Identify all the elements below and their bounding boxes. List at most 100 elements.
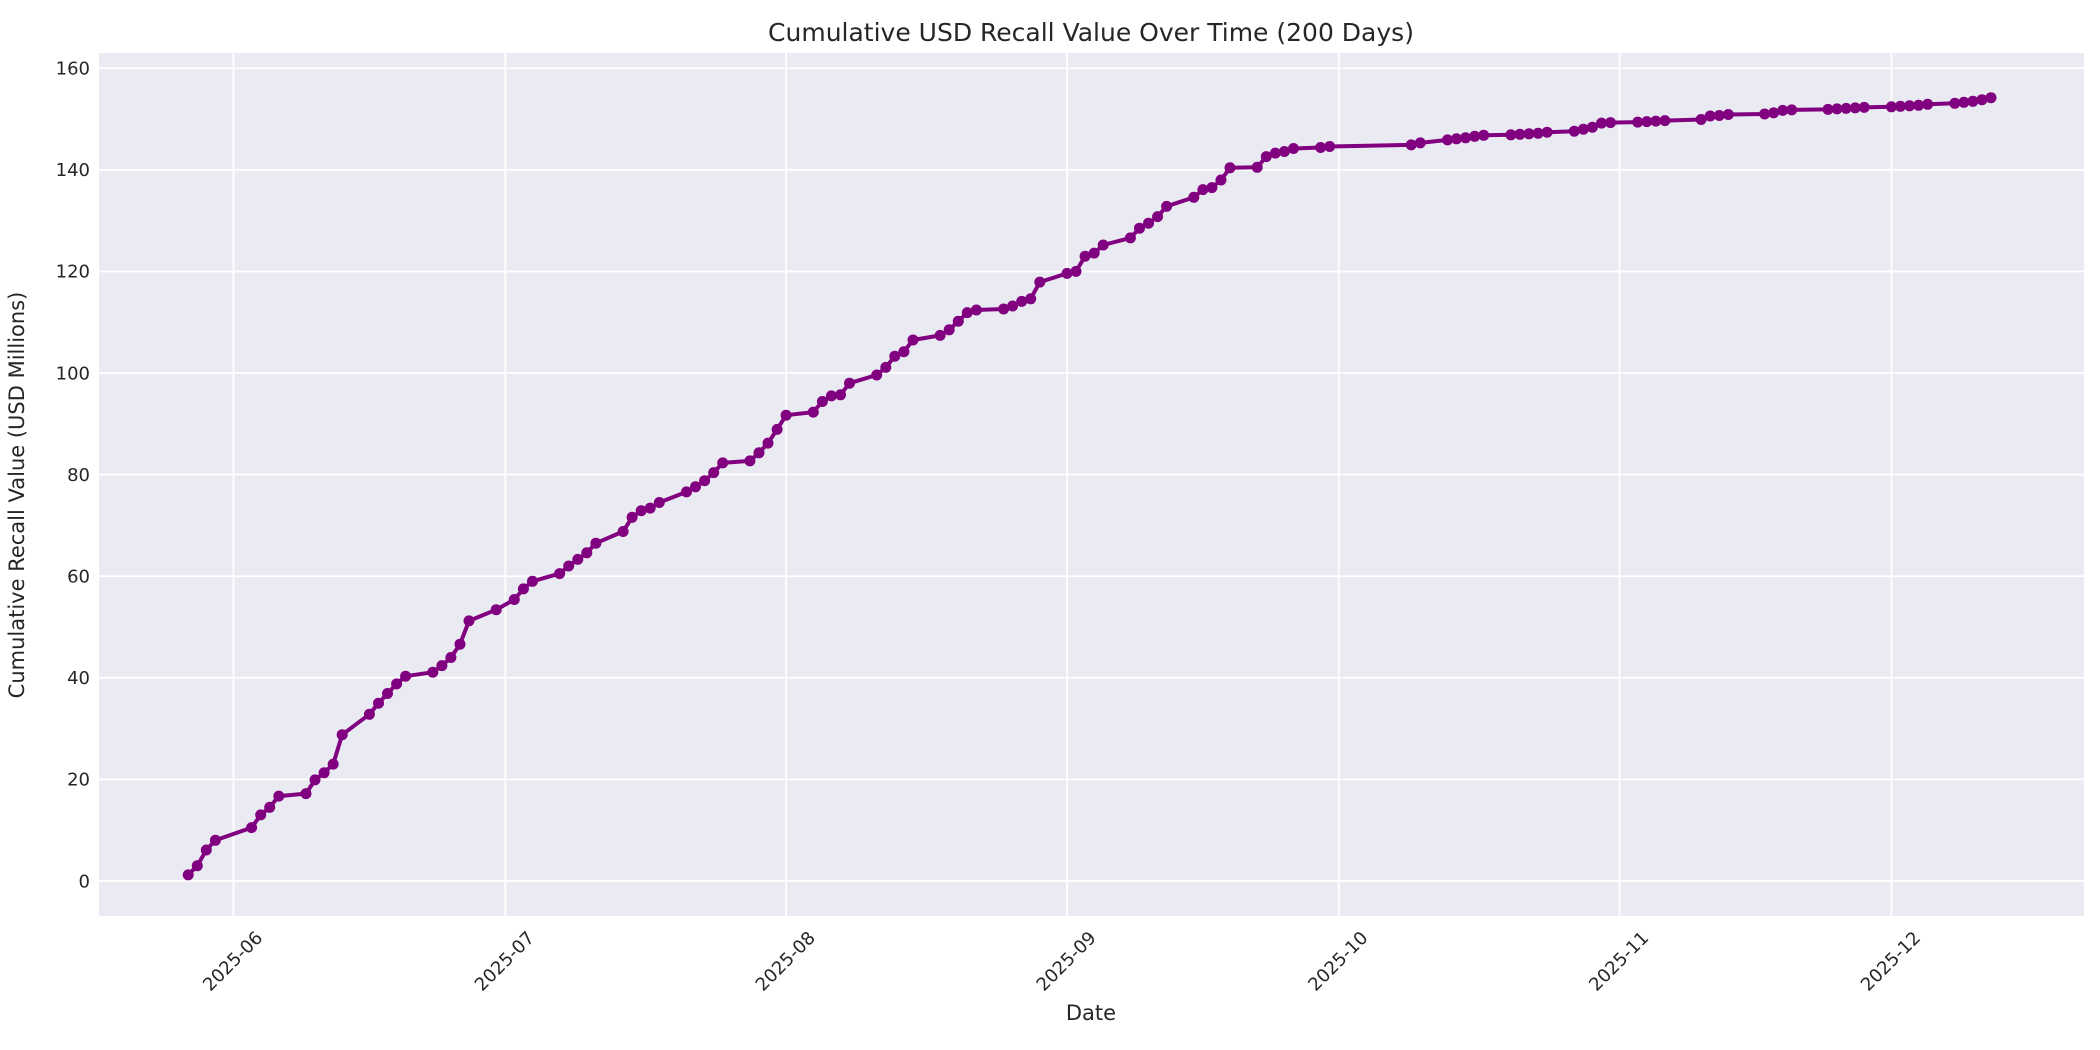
data-point-marker bbox=[1288, 143, 1299, 154]
data-point-marker bbox=[572, 553, 584, 565]
horizontal-gridlines bbox=[99, 67, 2084, 882]
x-axis-label: Date bbox=[1066, 1001, 1116, 1025]
data-point-marker bbox=[1913, 99, 1925, 111]
x-axis-tick-labels: 2025-06 2025-07 2025-08 2025-09 2025-10 2025-… bbox=[199, 928, 1925, 996]
data-point-marker bbox=[1632, 116, 1644, 128]
data-point-marker bbox=[400, 670, 412, 682]
data-point-marker bbox=[1260, 151, 1272, 163]
data-point-marker bbox=[626, 511, 638, 523]
data-point-marker bbox=[934, 329, 946, 341]
data-point-marker bbox=[1949, 97, 1961, 109]
data-point-marker bbox=[309, 774, 321, 786]
data-point-marker bbox=[1016, 295, 1028, 307]
data-point-marker bbox=[1541, 126, 1553, 138]
data-point-marker bbox=[436, 660, 448, 672]
x-tick-label: 2025-11 bbox=[1585, 928, 1653, 996]
data-point-marker bbox=[1324, 141, 1336, 152]
data-point-marker bbox=[1514, 128, 1526, 140]
data-point-marker bbox=[527, 575, 538, 587]
data-point-marker bbox=[264, 801, 276, 813]
data-point-marker bbox=[699, 475, 711, 487]
data-point-marker bbox=[1070, 265, 1082, 277]
data-point-marker bbox=[1659, 115, 1671, 127]
chart-title: Cumulative USD Recall Value Over Time (2… bbox=[768, 18, 1414, 47]
data-point-marker bbox=[771, 423, 783, 435]
y-tick-label: 60 bbox=[67, 566, 90, 587]
y-tick-label: 160 bbox=[56, 59, 90, 80]
data-point-marker bbox=[182, 869, 194, 881]
data-point-marker bbox=[191, 860, 203, 872]
data-point-marker bbox=[563, 560, 575, 572]
data-point-marker bbox=[1134, 222, 1145, 234]
data-point-marker bbox=[998, 303, 1010, 315]
data-point-marker bbox=[336, 729, 348, 741]
data-point-marker bbox=[1858, 101, 1870, 113]
data-point-marker bbox=[1713, 110, 1725, 121]
data-point-marker bbox=[273, 790, 285, 802]
y-tick-label: 120 bbox=[56, 262, 90, 283]
data-point-marker bbox=[1976, 94, 1988, 106]
data-point-marker bbox=[1143, 217, 1154, 229]
data-point-marker bbox=[1278, 146, 1290, 157]
x-tick-label: 2025-06 bbox=[199, 928, 267, 996]
data-point-marker bbox=[880, 361, 892, 373]
data-point-marker bbox=[889, 350, 901, 362]
data-point-marker bbox=[780, 409, 792, 421]
data-point-marker bbox=[1469, 130, 1481, 142]
data-point-marker bbox=[816, 396, 828, 407]
data-point-marker bbox=[1922, 98, 1934, 110]
data-point-marker bbox=[1695, 114, 1707, 125]
data-point-marker bbox=[1768, 107, 1780, 119]
data-point-marker bbox=[1269, 147, 1281, 159]
data-point-marker bbox=[1451, 133, 1462, 145]
data-point-marker bbox=[581, 547, 593, 559]
data-point-marker bbox=[554, 568, 566, 580]
data-point-marker bbox=[1206, 182, 1218, 194]
y-tick-label: 140 bbox=[56, 160, 90, 181]
data-point-marker bbox=[363, 708, 375, 720]
data-point-marker bbox=[246, 822, 258, 834]
data-point-marker bbox=[1985, 92, 1997, 104]
x-tick-label: 2025-08 bbox=[752, 928, 820, 996]
data-point-marker bbox=[1568, 125, 1580, 137]
data-point-marker bbox=[1894, 100, 1906, 112]
data-point-marker bbox=[1161, 200, 1173, 212]
data-point-marker bbox=[1188, 191, 1200, 203]
data-point-marker bbox=[1079, 250, 1091, 262]
data-point-marker bbox=[1061, 267, 1073, 279]
data-point-marker bbox=[907, 334, 919, 346]
data-point-marker bbox=[318, 767, 330, 779]
data-point-marker bbox=[490, 604, 502, 616]
data-point-marker bbox=[590, 537, 602, 549]
y-axis-label: Cumulative Recall Value (USD Millions) bbox=[5, 292, 29, 699]
data-point-marker bbox=[1822, 103, 1834, 115]
data-point-marker bbox=[617, 526, 629, 537]
x-tick-label: 2025-10 bbox=[1304, 928, 1372, 996]
data-point-marker bbox=[952, 315, 964, 327]
data-point-marker bbox=[1251, 161, 1263, 173]
data-point-marker bbox=[825, 390, 837, 402]
data-point-marker bbox=[1641, 116, 1653, 128]
data-point-marker bbox=[1124, 232, 1136, 244]
data-point-marker bbox=[1596, 117, 1607, 129]
plot-area-background bbox=[99, 53, 2084, 916]
data-point-marker bbox=[1215, 174, 1227, 186]
data-point-marker bbox=[300, 788, 312, 800]
data-point-marker bbox=[1405, 139, 1417, 151]
data-point-marker bbox=[681, 486, 692, 498]
vertical-gridlines bbox=[232, 53, 1893, 916]
data-point-marker bbox=[1523, 128, 1535, 140]
y-tick-label: 0 bbox=[79, 871, 90, 892]
data-point-marker bbox=[1442, 134, 1453, 146]
y-tick-label: 80 bbox=[67, 465, 90, 486]
data-point-marker bbox=[1840, 102, 1852, 114]
x-tick-label: 2025-09 bbox=[1033, 928, 1101, 996]
data-point-marker bbox=[970, 304, 982, 316]
data-point-marker bbox=[835, 389, 846, 401]
data-point-marker bbox=[1577, 123, 1589, 135]
data-point-marker bbox=[1532, 127, 1544, 139]
data-point-marker bbox=[871, 369, 883, 381]
data-point-marker bbox=[1722, 109, 1734, 120]
